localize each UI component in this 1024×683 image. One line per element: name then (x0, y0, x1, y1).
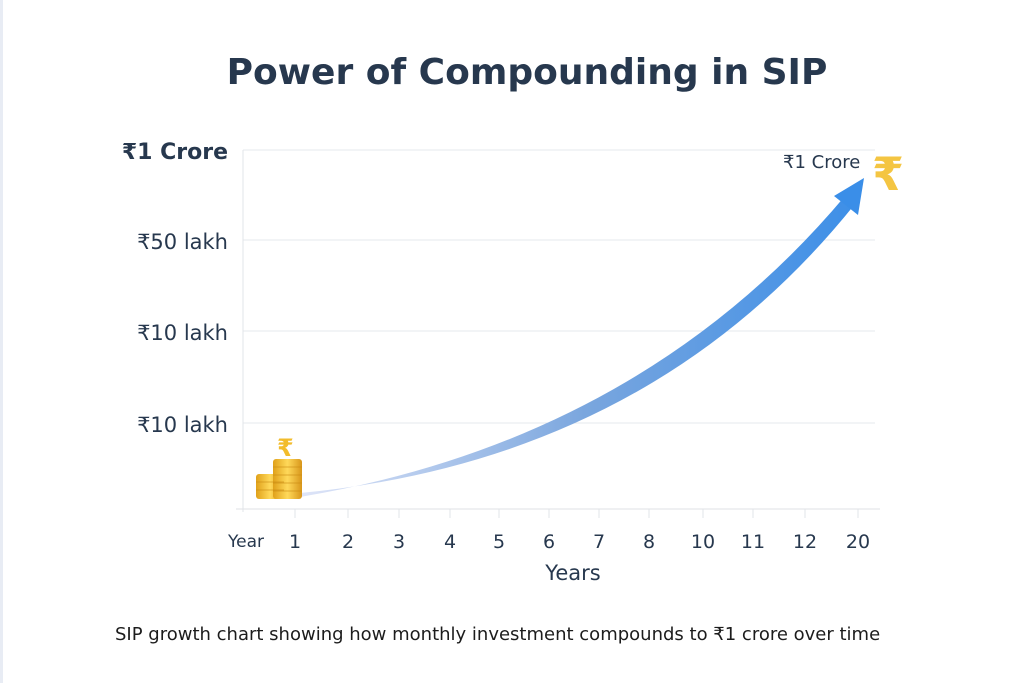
x-tick-label: 4 (444, 531, 456, 553)
left-edge (0, 0, 3, 683)
y-tick-label: ₹50 lakh (137, 230, 228, 254)
gold-coin-stack-rupee-icon: ₹ (256, 434, 302, 499)
x-tick-label: 11 (741, 531, 765, 553)
x-tick-label: 12 (793, 531, 817, 553)
growth-arrow-head (834, 178, 864, 215)
end-annotation: ₹1 Crore (783, 152, 860, 173)
x-axis-start-label: Year (227, 532, 264, 552)
y-tick-label: ₹1 Crore (122, 140, 228, 165)
svg-text:₹: ₹ (277, 434, 294, 462)
x-tick-label: 8 (643, 531, 655, 553)
x-tick-label: 10 (691, 531, 715, 553)
x-axis-label: Years (544, 561, 600, 585)
x-tick-label: 2 (342, 531, 354, 553)
x-tick-label: 5 (493, 531, 505, 553)
caption: SIP growth chart showing how monthly inv… (115, 624, 881, 645)
y-tick-label: ₹10 lakh (137, 413, 228, 437)
gold-rupee-icon: ₹ (872, 147, 904, 201)
x-tick-label: 6 (543, 531, 555, 553)
x-tick-label: 1 (289, 531, 301, 553)
x-tick-label: 20 (846, 531, 870, 553)
x-tick-label: 7 (593, 531, 605, 553)
x-tick-label: 3 (393, 531, 405, 553)
growth-arrow-body (300, 196, 855, 497)
chart-title: Power of Compounding in SIP (226, 52, 828, 93)
y-tick-label: ₹10 lakh (137, 321, 228, 345)
